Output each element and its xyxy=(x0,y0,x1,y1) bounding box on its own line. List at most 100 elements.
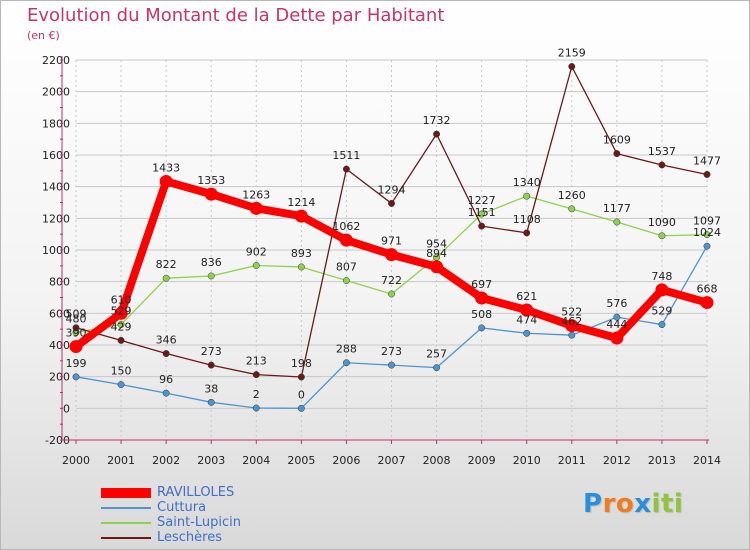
data-label-lesch-res: 273 xyxy=(201,345,222,358)
data-label-saint-lupicin: 1260 xyxy=(558,189,586,202)
data-label-cuttura: 150 xyxy=(111,365,132,378)
data-point-ravilloles xyxy=(655,283,669,297)
data-label-ravilloles: 1263 xyxy=(242,188,270,201)
y-tick-label: 1000 xyxy=(42,244,70,257)
brand-logo-letter: o xyxy=(615,489,635,519)
data-point-lesch-res xyxy=(523,229,531,237)
data-point-ravilloles xyxy=(294,209,308,223)
data-point-ravilloles xyxy=(69,340,83,354)
data-label-cuttura: 0 xyxy=(298,388,305,401)
x-tick-label: 2003 xyxy=(197,454,225,467)
data-point-ravilloles xyxy=(249,201,263,215)
data-label-cuttura: 273 xyxy=(381,345,402,358)
data-label-lesch-res: 509 xyxy=(66,308,87,321)
data-point-cuttura xyxy=(72,373,80,381)
legend-swatch-lescheres xyxy=(101,537,151,539)
legend-label-ravilloles: RAVILLOLES xyxy=(157,485,235,500)
data-label-cuttura: 257 xyxy=(426,348,447,361)
data-label-ravilloles: 390 xyxy=(66,327,87,340)
data-point-saint-lupicin xyxy=(478,210,486,218)
data-label-ravilloles: 668 xyxy=(697,283,718,296)
data-label-saint-lupicin: 807 xyxy=(336,261,357,274)
data-label-ravilloles: 971 xyxy=(381,235,402,248)
data-label-cuttura: 2 xyxy=(253,388,260,401)
y-tick-label: 1200 xyxy=(42,212,70,225)
x-tick-label: 2008 xyxy=(423,454,451,467)
y-tick-label: 800 xyxy=(49,276,70,289)
data-label-saint-lupicin: 836 xyxy=(201,256,222,269)
data-point-lesch-res xyxy=(388,200,395,207)
data-point-saint-lupicin xyxy=(162,274,170,282)
data-label-ravilloles: 444 xyxy=(606,318,627,331)
data-label-saint-lupicin: 529 xyxy=(111,305,132,318)
brand-logo: Proxiti xyxy=(583,489,683,519)
data-point-saint-lupicin xyxy=(658,232,666,240)
x-tick-label: 2007 xyxy=(378,454,406,467)
data-label-cuttura: 529 xyxy=(651,305,672,318)
brand-logo-letter: r xyxy=(602,489,616,519)
data-point-ravilloles xyxy=(565,319,579,333)
data-label-saint-lupicin: 893 xyxy=(291,247,312,260)
data-point-saint-lupicin xyxy=(342,277,350,285)
data-point-saint-lupicin xyxy=(388,290,395,298)
data-point-ravilloles xyxy=(475,291,489,305)
data-label-cuttura: 508 xyxy=(471,308,492,321)
y-tick-label: 2000 xyxy=(42,86,70,99)
data-label-lesch-res: 1477 xyxy=(693,154,721,167)
data-point-cuttura xyxy=(613,313,621,321)
data-point-cuttura xyxy=(252,404,260,412)
x-tick-label: 2013 xyxy=(648,454,676,467)
y-tick-label: 1800 xyxy=(42,117,70,130)
data-point-saint-lupicin xyxy=(297,263,305,271)
data-label-lesch-res: 1294 xyxy=(378,183,406,196)
x-tick-label: 2005 xyxy=(287,454,315,467)
chart-title: Evolution du Montant de la Dette par Hab… xyxy=(27,5,445,26)
data-label-ravilloles: 1433 xyxy=(152,161,180,174)
data-point-lesch-res xyxy=(433,130,441,138)
x-tick-label: 2010 xyxy=(513,454,541,467)
data-point-saint-lupicin xyxy=(252,262,260,269)
brand-logo-letter: P xyxy=(583,489,603,519)
data-label-lesch-res: 2159 xyxy=(558,46,586,59)
data-label-ravilloles: 522 xyxy=(561,306,582,319)
data-label-ravilloles: 610 xyxy=(111,293,132,306)
data-label-lesch-res: 1609 xyxy=(603,134,631,147)
data-point-lesch-res xyxy=(297,373,305,381)
data-point-saint-lupicin xyxy=(703,231,711,239)
x-tick-label: 2014 xyxy=(693,454,721,467)
data-label-lesch-res: 198 xyxy=(291,357,312,370)
data-point-cuttura xyxy=(703,242,711,250)
legend-label-saint-lupicin: Saint-Lupicin xyxy=(157,515,241,530)
data-label-saint-lupicin: 1340 xyxy=(513,176,541,189)
y-tick-label: 2200 xyxy=(42,54,70,67)
data-label-lesch-res: 213 xyxy=(246,355,267,368)
brand-logo-letter: i xyxy=(673,489,684,519)
data-label-saint-lupicin: 722 xyxy=(381,274,402,287)
data-label-saint-lupicin: 822 xyxy=(156,258,177,271)
data-point-ravilloles xyxy=(114,306,128,320)
y-tick-label: 200 xyxy=(49,371,70,384)
x-tick-label: 2001 xyxy=(107,454,135,467)
legend-swatch-cuttura xyxy=(101,507,151,509)
data-point-lesch-res xyxy=(342,165,350,173)
data-point-cuttura xyxy=(297,404,305,412)
x-tick-label: 2000 xyxy=(62,454,90,467)
data-label-cuttura: 462 xyxy=(561,315,582,328)
x-tick-label: 2009 xyxy=(468,454,496,467)
data-point-lesch-res xyxy=(117,336,125,344)
data-point-ravilloles xyxy=(204,187,218,201)
data-label-lesch-res: 1511 xyxy=(332,149,360,162)
data-label-cuttura: 96 xyxy=(159,373,173,386)
data-point-lesch-res xyxy=(658,161,666,169)
brand-logo-letter: x xyxy=(634,489,652,519)
data-label-saint-lupicin: 1097 xyxy=(693,215,721,228)
data-point-lesch-res xyxy=(207,361,215,369)
data-label-saint-lupicin: 1177 xyxy=(603,202,631,215)
data-point-lesch-res xyxy=(72,324,80,332)
legend-label-lescheres: Leschères xyxy=(157,530,222,545)
legend-swatch-ravilloles xyxy=(101,488,151,498)
data-label-lesch-res: 1108 xyxy=(513,213,541,226)
data-point-ravilloles xyxy=(520,303,534,317)
